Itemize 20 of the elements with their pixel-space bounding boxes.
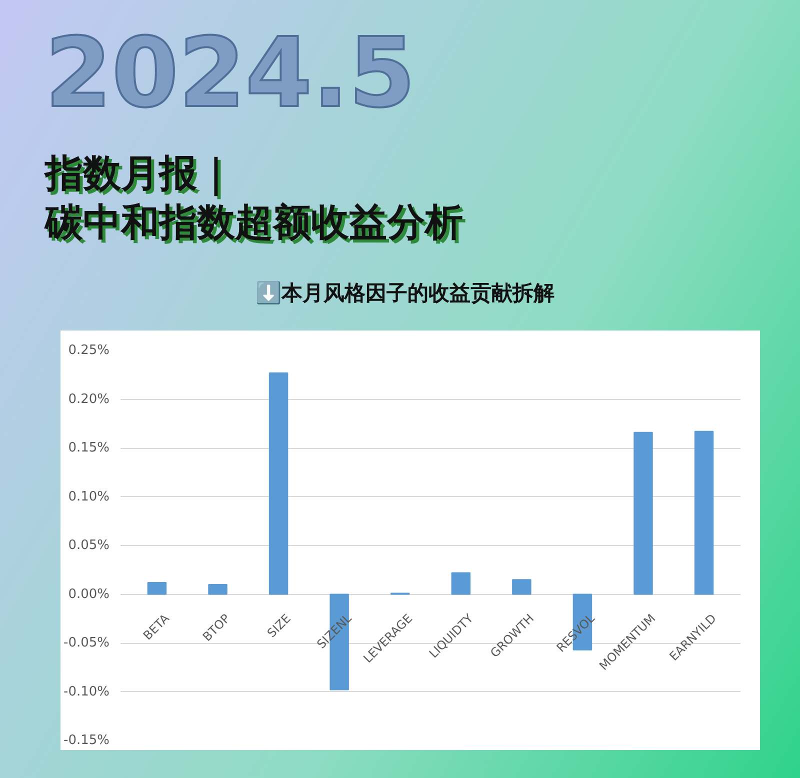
y-tick-label: 0.25% xyxy=(68,343,110,358)
bar xyxy=(268,372,288,595)
y-tick-label: 0.15% xyxy=(68,440,110,456)
chart-title: 指数月报｜ xyxy=(45,151,234,195)
text: ⬇本月风格因子的收益贡献拆解 xyxy=(254,280,556,307)
bar xyxy=(512,579,532,595)
y-tick-label: 0.20% xyxy=(68,392,110,407)
text: 2024.5 xyxy=(45,17,416,129)
y-tick-label: -0.15% xyxy=(64,733,110,748)
y-tick-label: -0.05% xyxy=(64,636,110,650)
y-tick-label: 0.00% xyxy=(68,586,110,602)
bar xyxy=(694,430,714,595)
bar xyxy=(147,582,167,595)
bar xyxy=(208,584,228,595)
y-tick-label: 0.10% xyxy=(68,489,110,504)
chart-subtitle: 碳中和指数超额收益分析 xyxy=(45,200,463,244)
y-tick-label: 0.05% xyxy=(68,538,110,553)
y-tick-label: -0.10% xyxy=(64,684,110,700)
bar xyxy=(451,572,471,595)
bar xyxy=(634,432,653,595)
